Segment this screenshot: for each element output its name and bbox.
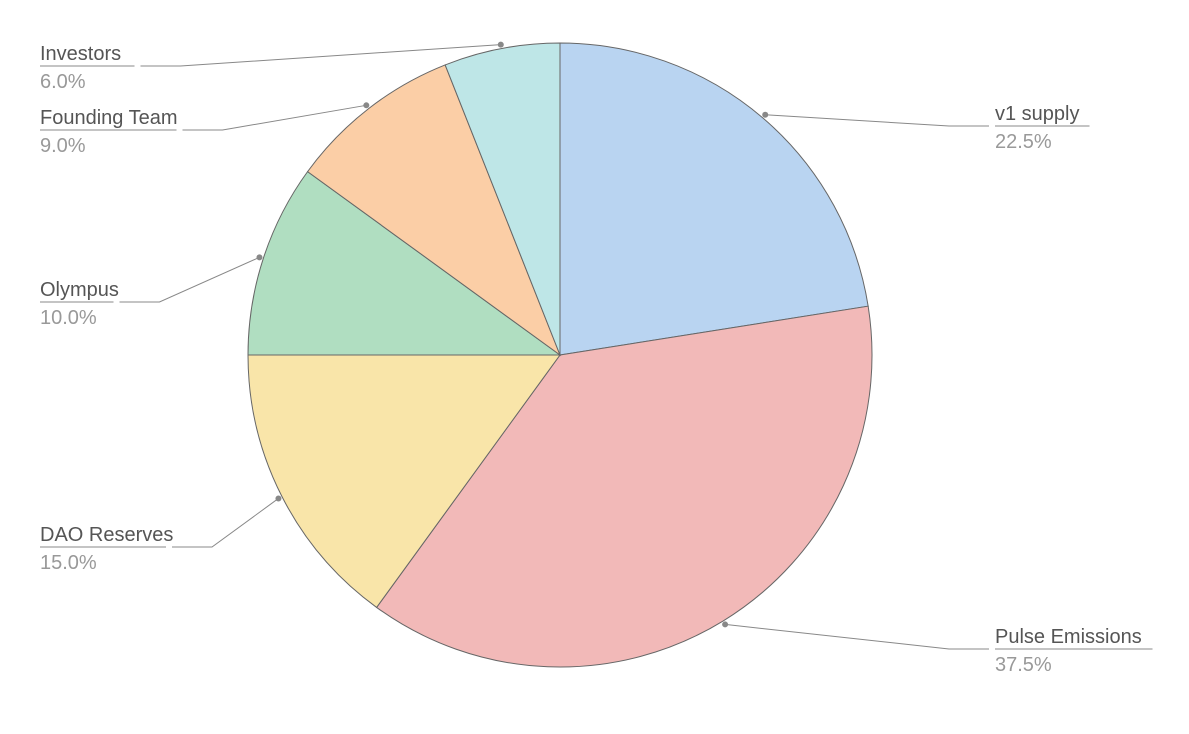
slice-pct: 37.5%	[995, 654, 1052, 676]
leader-line	[141, 45, 501, 66]
pie-svg: v1 supply 22.5% Pulse Emissions 37.5% DAO Re…	[0, 0, 1189, 729]
leader-line	[183, 105, 367, 130]
leader-line	[172, 498, 278, 547]
slice-pct: 9.0%	[40, 135, 86, 157]
pie-chart: v1 supply 22.5% Pulse Emissions 37.5% DAO Re…	[0, 0, 1189, 729]
slice-pct: 6.0%	[40, 71, 86, 93]
slice-label: v1 supply	[995, 103, 1080, 125]
slice-pct: 10.0%	[40, 307, 97, 329]
slice-label: DAO Reserves	[40, 524, 173, 546]
pie-slice	[560, 43, 868, 355]
leader-line	[120, 257, 260, 302]
leader-line	[725, 624, 989, 649]
slice-label: Investors	[40, 43, 121, 65]
slice-label: Founding Team	[40, 107, 178, 129]
slice-pct: 15.0%	[40, 552, 97, 574]
leader-line	[765, 115, 989, 126]
slice-pct: 22.5%	[995, 131, 1052, 153]
slice-label: Olympus	[40, 279, 119, 301]
slice-label: Pulse Emissions	[995, 626, 1142, 648]
